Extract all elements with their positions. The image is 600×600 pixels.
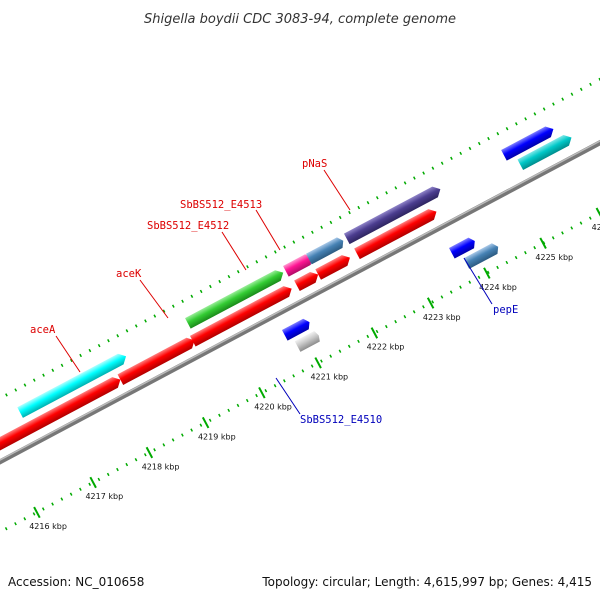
cds-red-1 bbox=[0, 377, 121, 453]
label-e4510: SbBS512_E4510 bbox=[300, 414, 382, 426]
gene-aceA-bar bbox=[17, 353, 127, 418]
leader-e4512 bbox=[221, 231, 247, 271]
cds-red-3 bbox=[294, 272, 319, 292]
cds-red-aceB bbox=[189, 286, 292, 347]
gene-teal-right bbox=[517, 135, 572, 171]
leader-aceA bbox=[55, 335, 81, 373]
gene-e4510-bar bbox=[294, 330, 320, 352]
gene-e4513-bar bbox=[305, 237, 344, 265]
major-tick bbox=[145, 446, 154, 459]
gene-blue-small bbox=[281, 318, 310, 341]
gene-aceK-bar bbox=[185, 270, 284, 329]
major-tick bbox=[258, 386, 266, 399]
genome-info-text: Topology: circular; Length: 4,615,997 bp… bbox=[261, 575, 592, 589]
gene-pepE-bar bbox=[463, 243, 499, 269]
major-tick bbox=[370, 327, 379, 339]
rotated-map: 4216 kbp 4217 kbp 4218 kbp 4219 kbp 4220 kbp… bbox=[0, 53, 600, 556]
kbp-ticks: 4216 kbp 4217 kbp 4218 kbp 4219 kbp 4220 kbp… bbox=[29, 207, 600, 531]
gene-labels: aceA aceK SbBS512_E4512 SbBS512_E4513 pN… bbox=[30, 158, 518, 426]
gene-e4512-bar bbox=[283, 254, 312, 277]
gene-blue-pepE-area bbox=[449, 237, 475, 259]
map-title: Shigella boydii CDC 3083-94, complete ge… bbox=[144, 12, 456, 27]
genome-backbone bbox=[0, 102, 600, 502]
leader-pnas bbox=[323, 169, 351, 211]
tick-label: 4216 kbp bbox=[29, 522, 67, 531]
label-e4512: SbBS512_E4512 bbox=[147, 220, 229, 232]
cds-red-2 bbox=[117, 337, 195, 385]
gene-blue-right bbox=[501, 126, 554, 161]
major-tick bbox=[201, 416, 210, 429]
label-e4513: SbBS512_E4513 bbox=[180, 199, 262, 211]
leader-pepE bbox=[463, 257, 493, 305]
genome-backbone-highlight bbox=[0, 102, 600, 499]
label-aceK: aceK bbox=[116, 268, 142, 280]
tick-label: 4221 kbp bbox=[310, 373, 348, 382]
label-pnas: pNaS bbox=[302, 158, 327, 170]
label-aceA: aceA bbox=[30, 324, 56, 336]
leader-e4513 bbox=[255, 209, 281, 251]
tick-label: 4217 kbp bbox=[85, 492, 123, 501]
accession-text: Accession: NC_010658 bbox=[8, 575, 144, 589]
label-pepE: pepE bbox=[493, 304, 518, 316]
tick-label: 4219 kbp bbox=[198, 432, 236, 441]
leader-aceK bbox=[139, 279, 169, 319]
tick-label: 4226 kbp bbox=[592, 223, 600, 232]
tick-label: 4223 kbp bbox=[423, 313, 461, 322]
tick-label: 4222 kbp bbox=[367, 343, 405, 352]
major-tick bbox=[33, 506, 41, 519]
cds-red-5 bbox=[354, 209, 437, 260]
major-tick bbox=[89, 476, 97, 489]
cds-red-4 bbox=[315, 255, 350, 280]
tick-label: 4218 kbp bbox=[142, 462, 180, 471]
major-tick bbox=[483, 267, 491, 279]
major-tick bbox=[595, 207, 600, 220]
tick-label: 4225 kbp bbox=[535, 253, 573, 262]
gene-pnas-bar bbox=[343, 186, 441, 245]
leader-e4510 bbox=[275, 377, 301, 415]
tick-label: 4220 kbp bbox=[254, 402, 292, 411]
major-tick bbox=[314, 357, 322, 369]
major-tick bbox=[539, 237, 547, 249]
major-tick bbox=[426, 297, 435, 309]
tick-label: 4224 kbp bbox=[479, 283, 517, 292]
